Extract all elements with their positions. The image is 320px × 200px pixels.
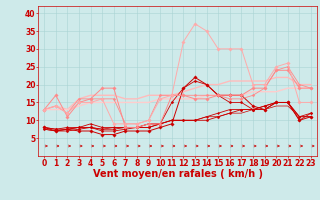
X-axis label: Vent moyen/en rafales ( km/h ): Vent moyen/en rafales ( km/h ) [92,169,263,179]
